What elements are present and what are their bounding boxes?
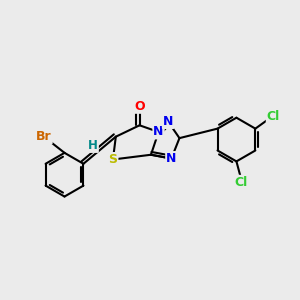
- Text: N: N: [163, 115, 173, 128]
- Text: H: H: [88, 139, 98, 152]
- Text: N: N: [153, 125, 164, 139]
- Text: O: O: [134, 100, 145, 113]
- Text: Br: Br: [36, 130, 52, 143]
- Text: Cl: Cl: [235, 176, 248, 189]
- Text: S: S: [109, 153, 118, 166]
- Text: N: N: [166, 152, 177, 165]
- Text: Cl: Cl: [267, 110, 280, 123]
